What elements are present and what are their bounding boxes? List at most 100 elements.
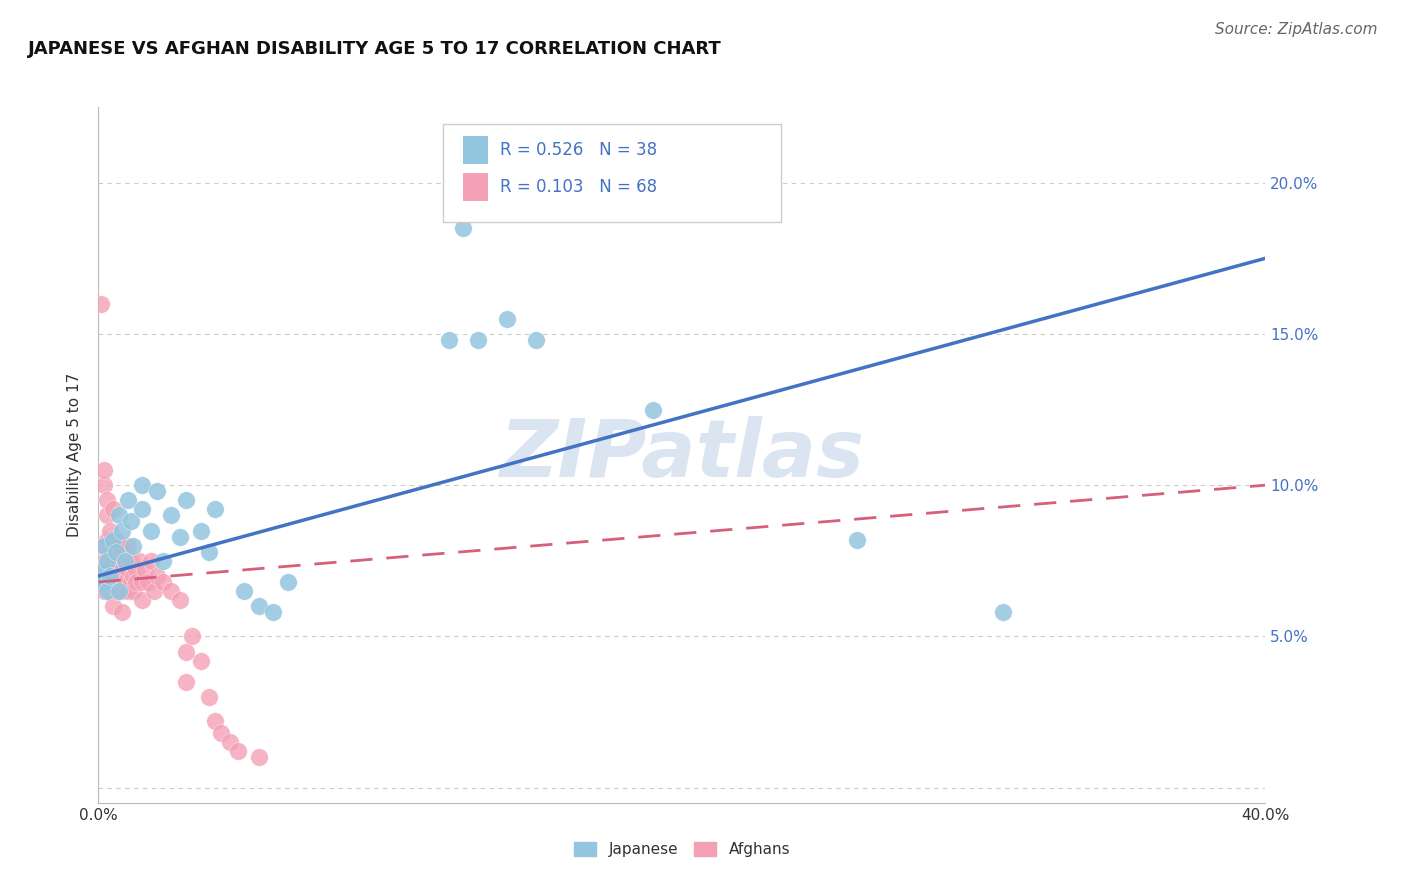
Point: [641, 402, 664, 417]
Point: [117, 563, 139, 577]
Point: [114, 569, 136, 583]
Point: [108, 539, 131, 553]
Point: [846, 533, 869, 547]
Point: [93, 574, 115, 589]
Point: [90, 574, 112, 589]
Point: [120, 515, 142, 529]
Legend: Japanese, Afghans: Japanese, Afghans: [565, 834, 799, 864]
Point: [128, 554, 150, 568]
Point: [198, 545, 221, 559]
Point: [120, 554, 142, 568]
Point: [125, 563, 148, 577]
Point: [104, 584, 127, 599]
Point: [98, 545, 121, 559]
Point: [93, 584, 115, 599]
Point: [218, 735, 240, 749]
Point: [277, 574, 299, 589]
Point: [152, 554, 174, 568]
Point: [467, 333, 489, 347]
Point: [131, 502, 153, 516]
Point: [142, 584, 165, 599]
Point: [111, 545, 134, 559]
Point: [108, 554, 131, 568]
Point: [139, 524, 162, 538]
Point: [96, 508, 118, 523]
Point: [146, 484, 169, 499]
Point: [131, 574, 153, 589]
Point: [169, 530, 191, 544]
Point: [96, 574, 118, 589]
Point: [111, 605, 134, 619]
Point: [136, 574, 159, 589]
Text: JAPANESE VS AFGHAN DISABILITY AGE 5 TO 17 CORRELATION CHART: JAPANESE VS AFGHAN DISABILITY AGE 5 TO 1…: [28, 40, 721, 58]
Point: [174, 674, 197, 689]
Point: [152, 574, 174, 589]
Point: [131, 593, 153, 607]
Point: [134, 563, 156, 577]
Bar: [463, 136, 488, 164]
Point: [174, 493, 197, 508]
Point: [139, 554, 162, 568]
Point: [108, 584, 131, 599]
FancyBboxPatch shape: [443, 124, 782, 222]
Point: [228, 744, 250, 758]
Point: [96, 493, 118, 508]
Point: [111, 563, 134, 577]
Point: [108, 508, 131, 523]
Point: [93, 463, 115, 477]
Point: [160, 584, 183, 599]
Point: [160, 508, 183, 523]
Point: [90, 563, 112, 577]
Point: [204, 502, 226, 516]
Point: [98, 569, 121, 583]
Point: [991, 605, 1014, 619]
Point: [104, 533, 127, 547]
Point: [96, 533, 118, 547]
Y-axis label: Disability Age 5 to 17: Disability Age 5 to 17: [66, 373, 82, 537]
Point: [104, 569, 127, 583]
Point: [190, 654, 212, 668]
Point: [93, 539, 115, 553]
Point: [117, 493, 139, 508]
Point: [104, 545, 127, 559]
Point: [93, 539, 115, 553]
Point: [120, 574, 142, 589]
Point: [96, 554, 118, 568]
Point: [169, 593, 191, 607]
Point: [96, 554, 118, 568]
Point: [104, 545, 127, 559]
Text: Source: ZipAtlas.com: Source: ZipAtlas.com: [1215, 22, 1378, 37]
Point: [117, 539, 139, 553]
Point: [233, 584, 256, 599]
Point: [114, 554, 136, 568]
Point: [101, 574, 124, 589]
Point: [209, 726, 232, 740]
Point: [117, 584, 139, 599]
Point: [122, 569, 145, 583]
Point: [146, 569, 169, 583]
Point: [122, 539, 145, 553]
Point: [524, 333, 547, 347]
Point: [101, 554, 124, 568]
Point: [198, 690, 221, 704]
Point: [98, 563, 121, 577]
Point: [114, 574, 136, 589]
Point: [90, 296, 112, 310]
Point: [131, 478, 153, 492]
Point: [262, 605, 284, 619]
Point: [101, 599, 124, 614]
Point: [204, 714, 226, 728]
Point: [174, 644, 197, 658]
Point: [111, 584, 134, 599]
Text: R = 0.103   N = 68: R = 0.103 N = 68: [501, 178, 657, 196]
Point: [496, 311, 519, 326]
Point: [180, 629, 202, 643]
Point: [247, 599, 270, 614]
Point: [247, 750, 270, 764]
Point: [90, 563, 112, 577]
Point: [98, 584, 121, 599]
Point: [93, 554, 115, 568]
Point: [108, 574, 131, 589]
Point: [190, 524, 212, 538]
Point: [101, 502, 124, 516]
